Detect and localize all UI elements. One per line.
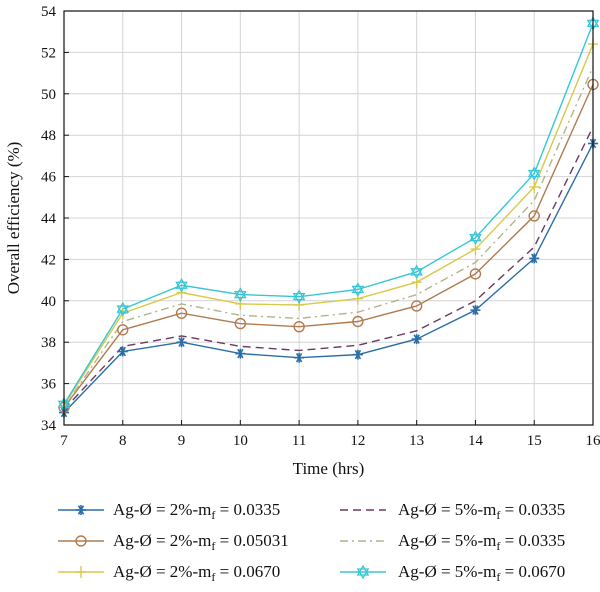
data-point-marker bbox=[75, 535, 87, 547]
series-line-1 bbox=[63, 143, 594, 414]
y-tick-label: 38 bbox=[41, 335, 56, 351]
data-point-marker bbox=[117, 346, 128, 357]
y-tick-label: 46 bbox=[41, 170, 57, 186]
data-point-marker bbox=[76, 505, 86, 515]
data-point-marker bbox=[116, 301, 130, 317]
data-point-marker bbox=[76, 566, 86, 578]
data-point-marker bbox=[294, 352, 305, 363]
x-tick-label: 15 bbox=[527, 433, 542, 449]
x-tick-label: 7 bbox=[60, 433, 68, 449]
series-line-2 bbox=[63, 84, 594, 408]
legend-label: Ag-Ø = 5%-mf = 0.0335 bbox=[398, 531, 565, 553]
y-tick-label: 36 bbox=[41, 377, 57, 393]
data-point-marker bbox=[529, 180, 540, 193]
data-point-marker bbox=[292, 289, 306, 304]
data-point-marker bbox=[351, 282, 365, 297]
x-tick-label: 11 bbox=[292, 433, 306, 449]
legend-label: Ag-Ø = 5%-mf = 0.0670 bbox=[398, 562, 565, 584]
y-axis-title: Overall efficiency (%) bbox=[4, 142, 23, 295]
y-tick-label: 44 bbox=[41, 211, 57, 227]
legend-item-5: Ag-Ø = 5%-mf = 0.0335 bbox=[340, 531, 565, 553]
y-tick-label: 54 bbox=[41, 4, 57, 20]
data-point-marker bbox=[410, 300, 423, 312]
data-point-marker bbox=[411, 334, 422, 345]
data-point-marker bbox=[527, 166, 541, 181]
grid bbox=[63, 10, 594, 426]
y-tick-label: 50 bbox=[41, 87, 56, 103]
axis-ticks: 7 8 9 10 11 12 13 14 15 16 34 36 38 40 42 44 46 48 50 52 54 bbox=[41, 4, 600, 449]
y-tick-label: 42 bbox=[41, 252, 56, 268]
legend-item-4: Ag-Ø = 5%-mf = 0.0335 bbox=[340, 500, 565, 522]
data-point-marker bbox=[294, 298, 305, 311]
x-tick-label: 14 bbox=[468, 433, 484, 449]
series-line-4 bbox=[63, 126, 594, 410]
data-point-marker bbox=[234, 287, 247, 302]
series-markers bbox=[57, 16, 600, 418]
y-tick-label: 40 bbox=[41, 294, 56, 310]
data-point-marker bbox=[356, 564, 370, 580]
series-line-3 bbox=[63, 43, 594, 406]
data-point-marker bbox=[410, 264, 423, 280]
data-point-marker bbox=[117, 307, 128, 320]
data-point-marker bbox=[235, 348, 246, 359]
y-tick-label: 34 bbox=[41, 418, 57, 434]
legend-item-1: Ag-Ø = 2%-mf = 0.0335 bbox=[58, 500, 280, 522]
legend-item-2: Ag-Ø = 2%-mf = 0.05031 bbox=[58, 531, 289, 553]
x-tick-label: 10 bbox=[233, 433, 248, 449]
data-point-marker bbox=[117, 324, 129, 336]
data-point-marker bbox=[469, 268, 482, 280]
series-lines bbox=[63, 23, 594, 414]
legend-item-3: Ag-Ø = 2%-mf = 0.0670 bbox=[58, 562, 280, 584]
legend-item-6: Ag-Ø = 5%-mf = 0.0670 bbox=[340, 562, 565, 584]
data-point-marker bbox=[470, 305, 481, 316]
data-point-marker bbox=[469, 230, 482, 245]
data-point-marker bbox=[175, 307, 188, 319]
x-tick-label: 12 bbox=[350, 433, 365, 449]
series-line-5 bbox=[63, 66, 594, 408]
x-tick-label: 9 bbox=[178, 433, 186, 449]
data-point-marker bbox=[293, 320, 305, 333]
y-tick-label: 52 bbox=[41, 45, 56, 61]
legend-label: Ag-Ø = 5%-mf = 0.0335 bbox=[398, 500, 565, 522]
y-tick-label: 48 bbox=[41, 128, 56, 144]
data-point-marker bbox=[175, 277, 188, 293]
x-tick-label: 8 bbox=[119, 433, 127, 449]
x-tick-label: 16 bbox=[586, 433, 600, 449]
data-point-marker bbox=[234, 317, 247, 330]
data-point-marker bbox=[352, 349, 363, 360]
data-point-marker bbox=[528, 210, 540, 222]
legend-label: Ag-Ø = 2%-mf = 0.0670 bbox=[113, 562, 280, 584]
series-line-6 bbox=[63, 23, 594, 405]
data-point-marker bbox=[352, 315, 364, 328]
data-point-marker bbox=[176, 337, 187, 348]
data-point-marker bbox=[470, 243, 481, 256]
x-axis-title: Time (hrs) bbox=[293, 459, 365, 478]
legend: Ag-Ø = 2%-mf = 0.0335 Ag-Ø = 2%-mf = 0.05… bbox=[58, 500, 565, 584]
legend-label: Ag-Ø = 2%-mf = 0.05031 bbox=[113, 531, 289, 553]
legend-label: Ag-Ø = 2%-mf = 0.0335 bbox=[113, 500, 280, 522]
data-point-marker bbox=[529, 253, 540, 264]
x-tick-label: 13 bbox=[409, 433, 424, 449]
